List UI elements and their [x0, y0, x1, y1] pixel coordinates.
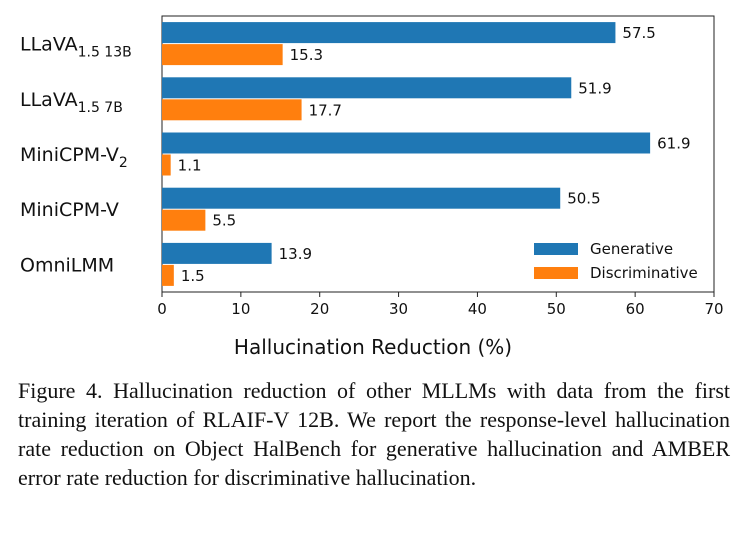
category-label-2: MiniCPM-V2: [20, 144, 128, 171]
value-label-generative-1: 51.9: [578, 79, 611, 97]
category-label-3: MiniCPM-V: [20, 199, 119, 221]
x-tick-label-7: 70: [704, 300, 723, 318]
bar-generative-3: [162, 187, 561, 209]
x-tick-label-0: 0: [157, 300, 167, 318]
legend: Generative Discriminative: [534, 240, 698, 282]
bar-chart: 57.5 15.3 51.9 17.7 61.9 1.1 50.5 5.5 13.9 1.5 LL…: [20, 15, 724, 359]
value-label-generative-4: 13.9: [279, 245, 312, 263]
x-tick-label-5: 50: [547, 300, 566, 318]
x-tick-label-1: 10: [231, 300, 250, 318]
bar-generative-0: [162, 22, 616, 44]
category-label-4: OmniLMM: [20, 254, 114, 276]
plot-frame: [161, 15, 715, 293]
legend-swatch-discriminative: [534, 267, 578, 279]
value-label-discriminative-3: 5.5: [212, 212, 236, 230]
x-axis-title: Hallucination Reduction (%): [234, 335, 512, 359]
bar-generative-1: [162, 77, 572, 99]
value-label-discriminative-0: 15.3: [290, 46, 323, 64]
legend-label-generative: Generative: [590, 240, 673, 258]
value-label-discriminative-2: 1.1: [178, 157, 202, 175]
value-label-generative-2: 61.9: [657, 135, 690, 153]
bar-discriminative-2: [162, 154, 171, 176]
bar-discriminative-4: [162, 264, 174, 286]
category-label-1: LLaVA1.5 7B: [20, 89, 123, 116]
value-label-discriminative-4: 1.5: [181, 267, 205, 285]
x-tick-label-4: 40: [468, 300, 487, 318]
bar-discriminative-0: [162, 44, 283, 66]
value-label-generative-3: 50.5: [567, 190, 600, 208]
x-tick-label-3: 30: [389, 300, 408, 318]
bar-discriminative-3: [162, 209, 206, 231]
bar-generative-4: [162, 242, 272, 264]
bar-generative-2: [162, 132, 651, 154]
bar-discriminative-1: [162, 99, 302, 121]
value-label-discriminative-1: 17.7: [309, 101, 342, 119]
figure-caption: Figure 4. Hallucination reduction of oth…: [18, 378, 730, 490]
category-label-0: LLaVA1.5 13B: [20, 34, 132, 61]
value-label-generative-0: 57.5: [622, 24, 655, 42]
legend-label-discriminative: Discriminative: [590, 264, 698, 282]
x-tick-label-2: 20: [310, 300, 329, 318]
x-tick-label-6: 60: [626, 300, 645, 318]
legend-swatch-generative: [534, 243, 578, 255]
